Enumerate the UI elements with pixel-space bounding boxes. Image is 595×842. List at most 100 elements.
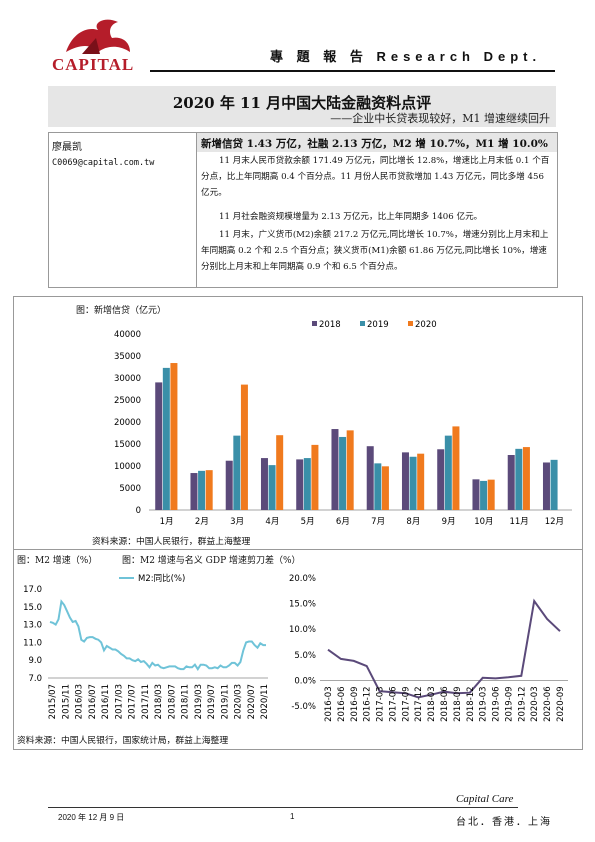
chart1-caption: 图：新增信贷（亿元） bbox=[76, 306, 167, 316]
x-tick-label: 2017/07 bbox=[128, 684, 138, 719]
y-tick-label: 35000 bbox=[114, 352, 141, 362]
x-tick-label: 2016-06 bbox=[337, 686, 347, 722]
x-tick-label: 2017/11 bbox=[141, 684, 151, 719]
bar-2018 bbox=[542, 462, 550, 510]
x-tick-label: 11月 bbox=[509, 517, 528, 527]
x-tick-label: 2019-12 bbox=[517, 686, 527, 722]
paragraph-money-supply: 11 月末，广义货币(M2)余额 217.2 万亿元,同比增长 10.7%，增速… bbox=[201, 230, 549, 272]
x-tick-label: 2017-06 bbox=[388, 686, 398, 722]
y-tick-label: 25000 bbox=[114, 396, 141, 406]
y-tick-label: 9.0 bbox=[28, 656, 42, 666]
bar-2019 bbox=[233, 435, 241, 510]
y-tick-label: 15.0% bbox=[289, 600, 316, 610]
x-tick-label: 2018-12 bbox=[466, 686, 476, 722]
footer-cities: 台北．香港．上海 bbox=[456, 817, 552, 828]
y-tick-label: 30000 bbox=[114, 374, 141, 384]
x-tick-label: 2017-09 bbox=[401, 686, 411, 722]
bar-2018 bbox=[472, 479, 480, 510]
y-tick-label: 15000 bbox=[114, 440, 141, 450]
x-tick-label: 2016-03 bbox=[324, 686, 334, 722]
title-box: 2020 年 11 月中国大陆金融资料点评 ——企业中长贷表现较好，M1 增速继… bbox=[48, 86, 556, 127]
chart1-source: 资料来源：中国人民银行，群益上海整理 bbox=[92, 537, 251, 547]
x-tick-label: 2016/11 bbox=[101, 684, 111, 719]
x-tick-label: 2020-06 bbox=[543, 686, 553, 722]
bar-2019 bbox=[268, 465, 276, 510]
bar-2020 bbox=[311, 444, 319, 510]
legend-label-m2: M2:同比(%) bbox=[138, 573, 185, 584]
x-tick-label: 2019-06 bbox=[492, 686, 502, 722]
x-tick-label: 2017/03 bbox=[114, 684, 124, 719]
y-tick-label: 40000 bbox=[114, 330, 141, 340]
bar-2019 bbox=[339, 436, 347, 510]
report-subtitle: ——企业中长贷表现较好，M1 增速继续回升 bbox=[330, 112, 550, 125]
bar-2018 bbox=[190, 473, 198, 510]
author-email[interactable]: C0069@capital.com.tw bbox=[52, 158, 155, 168]
x-tick-label: 2020-03 bbox=[530, 686, 540, 722]
y-tick-label: 20.0% bbox=[289, 574, 316, 584]
y-tick-label: 5000 bbox=[119, 484, 141, 494]
legend-swatch-2018 bbox=[312, 321, 317, 326]
legend-label-2018: 2018 bbox=[319, 320, 341, 330]
y-tick-label: 20000 bbox=[114, 418, 141, 428]
x-tick-label: 2016-09 bbox=[350, 686, 360, 722]
y-tick-label: 13.0 bbox=[23, 621, 42, 631]
bar-2018 bbox=[155, 382, 163, 510]
x-tick-label: 2015/07 bbox=[48, 684, 58, 719]
bar-2018 bbox=[507, 455, 515, 510]
bar-2018 bbox=[331, 429, 339, 510]
author-name: 廖晨凯 bbox=[52, 142, 82, 153]
x-tick-label: 2018/11 bbox=[181, 684, 191, 719]
x-tick-label: 3月 bbox=[230, 517, 244, 527]
x-tick-label: 2016/07 bbox=[88, 684, 98, 719]
x-tick-label: 2018/07 bbox=[167, 684, 177, 719]
paragraph-loans: 11 月末人民币贷款余额 171.49 万亿元，同比增长 12.8%，增速比上月… bbox=[201, 156, 550, 198]
chart2-caption-left: 图：M2 增速（%） bbox=[17, 556, 98, 566]
bar-2019 bbox=[374, 463, 382, 510]
x-tick-label: 2020-09 bbox=[556, 686, 566, 722]
y-tick-label: 15.0 bbox=[23, 603, 42, 613]
x-tick-label: 2018-06 bbox=[440, 686, 450, 722]
legend-label-2020: 2020 bbox=[415, 320, 437, 330]
m2-gdp-gap-line-chart: -5.0%0.0%5.0%10.0%15.0%20.0%2016-03 2016-… bbox=[289, 574, 568, 722]
capital-logo bbox=[52, 14, 142, 72]
chart2-source: 资料来源：中国人民银行，国家统计局，群益上海整理 bbox=[17, 736, 229, 746]
bar-2019 bbox=[480, 480, 488, 510]
m2-charts-panel: 图：M2 增速（%） 图：M2 增速与名义 GDP 增速剪刀差（%） 7.0 9.… bbox=[13, 549, 583, 750]
x-tick-label: 2018/03 bbox=[154, 684, 164, 719]
bar-2020 bbox=[487, 479, 495, 510]
bar-2020 bbox=[205, 470, 213, 510]
x-tick-label: 1月 bbox=[160, 517, 174, 527]
bar-2019 bbox=[409, 456, 417, 510]
bar-2020 bbox=[417, 453, 425, 510]
bar-2019 bbox=[515, 448, 523, 510]
footer-logo: Capital Care bbox=[456, 793, 514, 805]
new-loans-chart-panel: 图：新增信贷（亿元） 0 5000 10000 15000 20000 25000 3000… bbox=[13, 296, 583, 550]
y-tick-label: 10.0% bbox=[289, 625, 316, 635]
x-tick-label: 2月 bbox=[195, 517, 209, 527]
x-tick-label: 2020/11 bbox=[260, 684, 270, 719]
x-tick-label: 2019/03 bbox=[194, 684, 204, 719]
x-tick-label: 6月 bbox=[336, 517, 350, 527]
x-tick-label: 4月 bbox=[265, 517, 279, 527]
y-tick-label: 17.0 bbox=[23, 585, 42, 595]
y-tick-label: 7.0 bbox=[28, 674, 42, 684]
bar-2019 bbox=[550, 459, 558, 510]
bar-2020 bbox=[522, 447, 530, 510]
new-loans-bar-chart: 0 5000 10000 15000 20000 25000 30000 35000 40000… bbox=[114, 320, 572, 527]
bar-2020 bbox=[346, 430, 354, 510]
x-tick-label: 2016-12 bbox=[363, 686, 373, 722]
x-tick-label: 12月 bbox=[545, 517, 564, 527]
summary-bar bbox=[197, 133, 557, 152]
y-tick-label: 0.0% bbox=[294, 676, 316, 686]
x-tick-label: 5月 bbox=[301, 517, 315, 527]
bar-2019 bbox=[303, 458, 311, 510]
x-tick-label: 2017-12 bbox=[414, 686, 424, 722]
bar-2018 bbox=[225, 460, 233, 510]
y-tick-label: 0 bbox=[136, 506, 141, 516]
x-tick-label: 2017-03 bbox=[376, 686, 386, 722]
x-tick-label: 9月 bbox=[442, 517, 456, 527]
paragraph-social-financing: 11 月社会融资规模增量为 2.13 万亿元，比上年同期多 1406 亿元。 bbox=[219, 212, 483, 222]
y-tick-label: 10000 bbox=[114, 462, 141, 472]
m2-growth-line-chart: 7.0 9.0 11.0 13.0 15.0 17.0 2015/07 2015/11 2016… bbox=[23, 573, 270, 719]
x-tick-label: 2019/11 bbox=[220, 684, 230, 719]
